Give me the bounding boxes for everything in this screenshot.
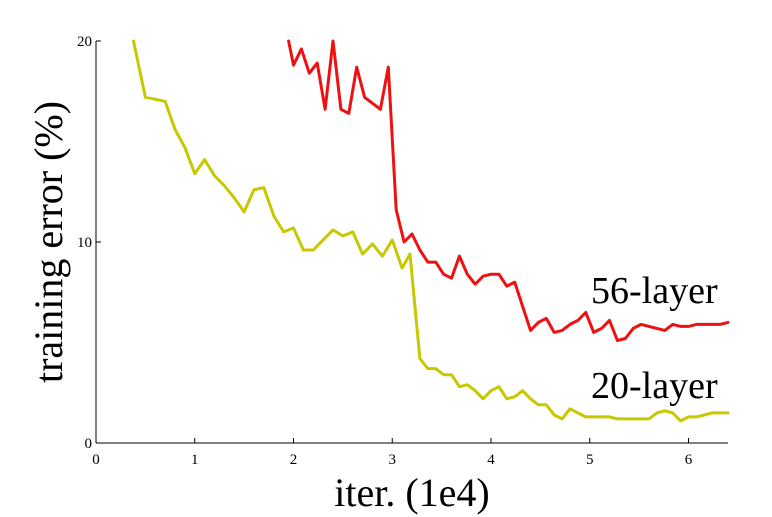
x-tick-label: 1 xyxy=(191,452,199,468)
series-line-56-layer xyxy=(287,39,730,342)
series-group xyxy=(132,39,730,423)
x-tick-label: 3 xyxy=(389,452,397,468)
y-tick-label: 0 xyxy=(85,436,93,452)
y-tick-label: 10 xyxy=(77,235,92,251)
x-axis-title: iter. (1e4) xyxy=(334,470,490,515)
series-line-20-layer xyxy=(132,39,730,423)
series-label-20-layer: 20-layer xyxy=(591,365,718,407)
ticks: 0 1 2 3 4 5 6 0 10 20 xyxy=(77,34,693,468)
y-tick-label: 20 xyxy=(77,34,92,50)
y-axis-title: training error (%) xyxy=(26,101,71,383)
x-tick-label: 0 xyxy=(92,452,100,468)
x-tick-label: 6 xyxy=(685,452,693,468)
x-tick-label: 5 xyxy=(586,452,594,468)
x-tick-label: 2 xyxy=(290,452,298,468)
x-tick-label: 4 xyxy=(487,452,495,468)
series-label-56-layer: 56-layer xyxy=(591,270,718,312)
